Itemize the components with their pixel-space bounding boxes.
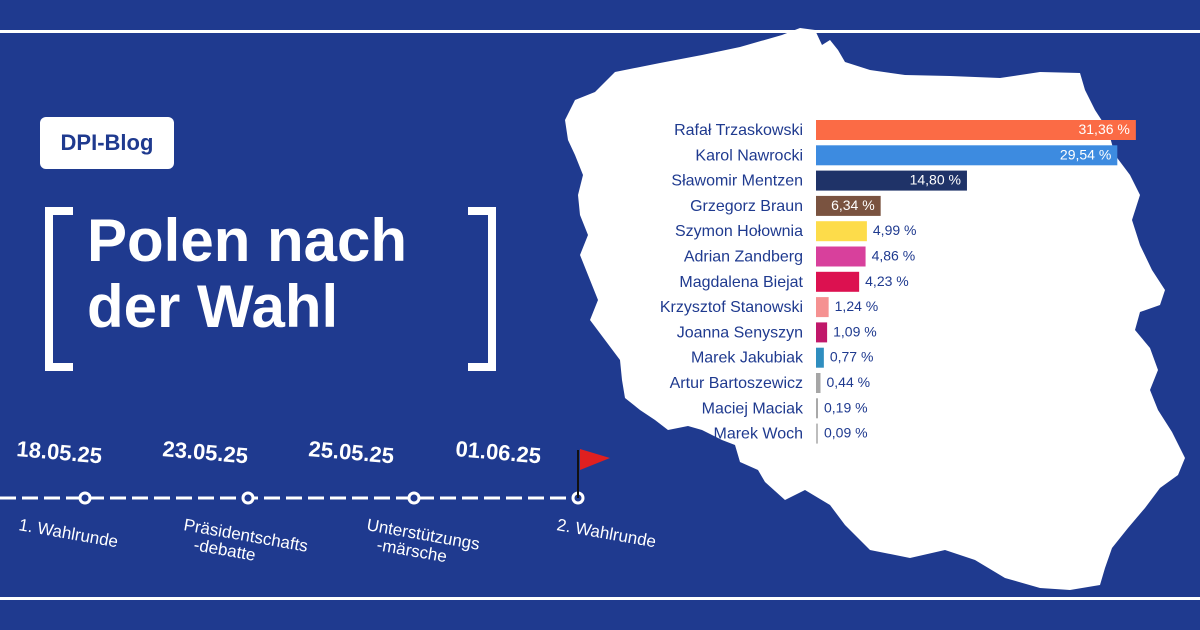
candidate-name: Magdalena Biejat bbox=[679, 274, 803, 291]
candidate-name: Rafał Trzaskowski bbox=[674, 122, 803, 139]
candidate-name: Marek Woch bbox=[713, 426, 803, 443]
candidate-name: Sławomir Mentzen bbox=[671, 173, 803, 190]
bar-value-label: 0,09 % bbox=[824, 425, 868, 441]
result-bar bbox=[816, 347, 824, 368]
timeline-marker bbox=[78, 491, 92, 505]
bar-value-label: 4,86 % bbox=[872, 248, 916, 264]
result-bar bbox=[816, 423, 818, 444]
candidate-name: Artur Bartoszewicz bbox=[670, 375, 803, 392]
page-title: Polen nach der Wahl bbox=[87, 208, 407, 340]
finish-flag-icon bbox=[580, 449, 610, 470]
bar-value-label: 4,99 % bbox=[873, 222, 917, 238]
bar-value-label: 14,80 % bbox=[910, 172, 961, 188]
candidate-name: Karol Nawrocki bbox=[695, 147, 803, 164]
bar-value-label: 29,54 % bbox=[1060, 146, 1111, 162]
bar-value-label: 1,09 % bbox=[833, 323, 877, 339]
result-bar bbox=[816, 145, 1118, 166]
result-bar bbox=[816, 398, 818, 419]
bar-value-label: 4,23 % bbox=[865, 273, 909, 289]
bottom-frame-line bbox=[0, 597, 1200, 600]
bar-value-label: 0,77 % bbox=[830, 349, 874, 365]
candidate-name: Grzegorz Braun bbox=[690, 198, 803, 215]
bar-value-label: 31,36 % bbox=[1078, 121, 1129, 137]
bar-value-label: 0,44 % bbox=[826, 374, 870, 390]
timeline-marker bbox=[407, 491, 421, 505]
candidate-name: Maciej Maciak bbox=[702, 400, 804, 417]
left-bracket bbox=[45, 207, 73, 371]
bar-value-label: 0,19 % bbox=[824, 399, 868, 415]
candidate-name: Marek Jakubiak bbox=[691, 350, 804, 367]
title-line-1: Polen nach bbox=[87, 207, 408, 274]
right-bracket bbox=[468, 207, 496, 371]
result-bar bbox=[816, 120, 1136, 140]
result-bar bbox=[816, 195, 881, 216]
result-bar bbox=[816, 322, 828, 343]
result-bar bbox=[816, 170, 967, 191]
timeline-marker bbox=[241, 491, 255, 505]
title-line-2: der Wahl bbox=[87, 273, 339, 340]
result-bar bbox=[816, 246, 866, 267]
candidate-name: Joanna Senyszyn bbox=[677, 324, 803, 341]
result-bar bbox=[816, 221, 867, 242]
blog-badge: DPI-Blog bbox=[40, 117, 174, 169]
top-frame-line bbox=[0, 30, 1200, 33]
result-bar bbox=[816, 271, 860, 292]
result-bar bbox=[816, 373, 821, 393]
candidate-name: Szymon Hołownia bbox=[675, 223, 803, 240]
candidate-name: Krzysztof Stanowski bbox=[660, 299, 803, 316]
candidate-name: Adrian Zandberg bbox=[684, 249, 803, 266]
bar-value-label: 6,34 % bbox=[831, 197, 875, 213]
result-bar bbox=[816, 297, 829, 318]
bar-value-label: 1,24 % bbox=[835, 298, 879, 314]
